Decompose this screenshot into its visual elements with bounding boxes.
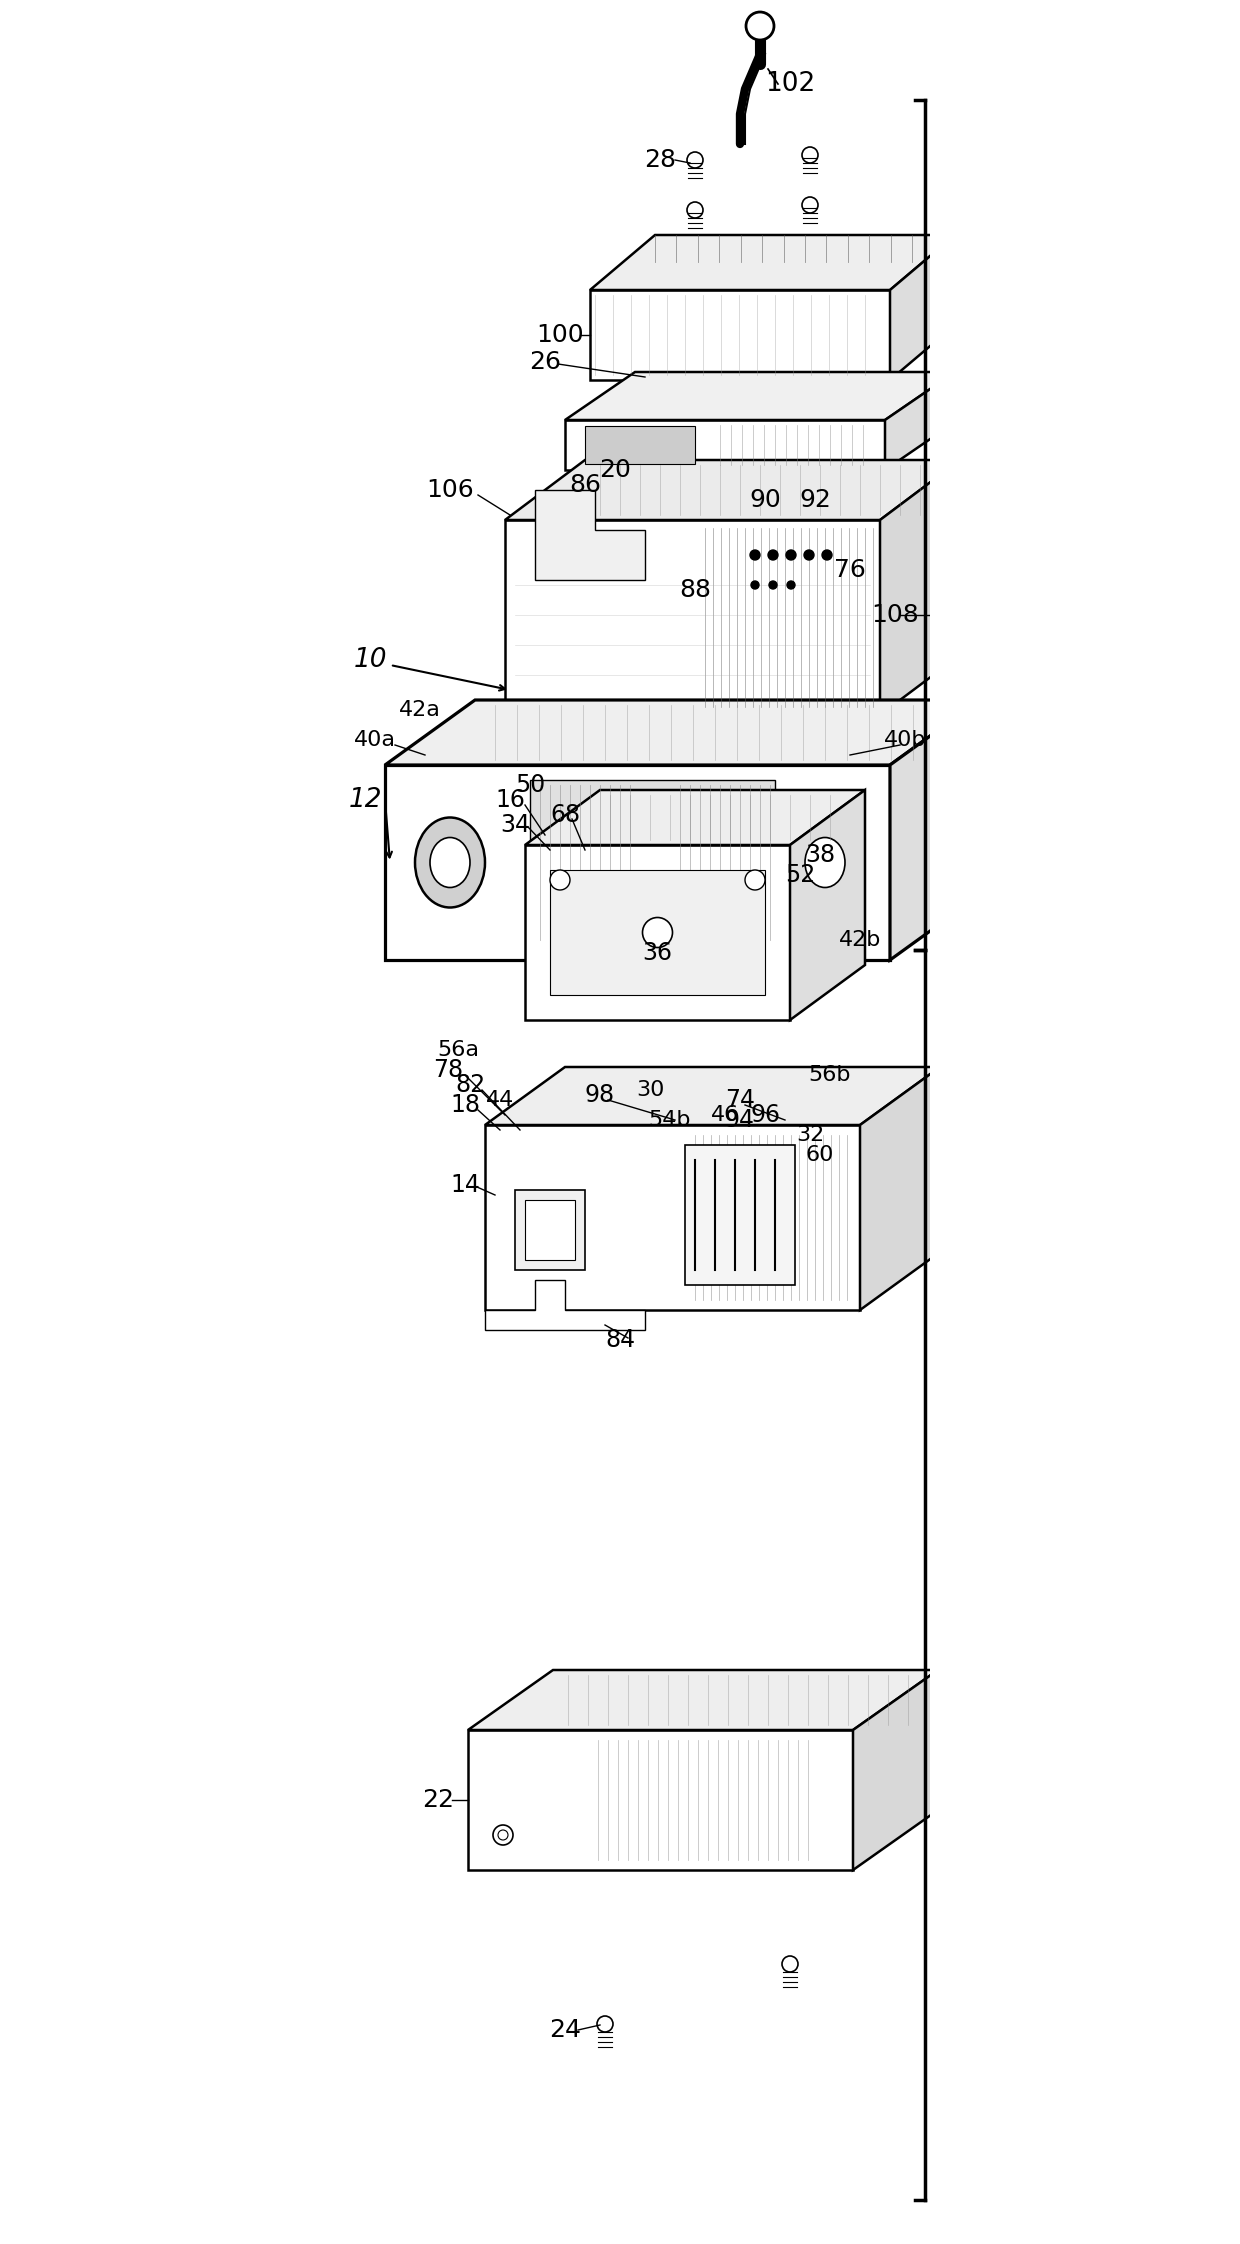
Circle shape xyxy=(804,550,813,561)
Polygon shape xyxy=(885,373,955,469)
Text: 74: 74 xyxy=(725,1088,755,1113)
Circle shape xyxy=(551,871,570,891)
Text: 36: 36 xyxy=(642,940,672,965)
Text: 90: 90 xyxy=(749,487,781,512)
Text: 54b: 54b xyxy=(649,1111,691,1131)
Text: 92: 92 xyxy=(799,487,831,512)
Text: 22: 22 xyxy=(422,1788,454,1811)
Text: 56a: 56a xyxy=(436,1039,479,1059)
Circle shape xyxy=(642,918,672,947)
Circle shape xyxy=(596,2015,613,2033)
Text: 50: 50 xyxy=(515,772,546,797)
Circle shape xyxy=(750,550,760,561)
Polygon shape xyxy=(861,1066,940,1310)
Circle shape xyxy=(786,550,796,561)
Text: 76: 76 xyxy=(835,559,866,581)
Text: 60: 60 xyxy=(806,1144,835,1165)
Text: 100: 100 xyxy=(536,323,584,348)
Text: 20: 20 xyxy=(599,458,631,482)
Text: 40b: 40b xyxy=(884,729,926,749)
Polygon shape xyxy=(565,420,885,469)
Text: 10: 10 xyxy=(353,646,387,673)
Ellipse shape xyxy=(805,837,844,886)
Ellipse shape xyxy=(430,837,470,886)
Polygon shape xyxy=(515,1189,585,1270)
Polygon shape xyxy=(534,489,645,579)
Polygon shape xyxy=(525,846,790,1021)
Text: 14: 14 xyxy=(450,1174,480,1196)
Polygon shape xyxy=(505,460,960,521)
Circle shape xyxy=(802,148,818,164)
Text: 46: 46 xyxy=(711,1104,739,1124)
Text: 44: 44 xyxy=(486,1091,515,1111)
Circle shape xyxy=(751,581,759,588)
Text: 96: 96 xyxy=(750,1104,780,1126)
Polygon shape xyxy=(384,765,890,960)
Text: 16: 16 xyxy=(495,788,525,812)
Polygon shape xyxy=(485,1066,940,1124)
Polygon shape xyxy=(853,1670,937,1869)
Text: 34: 34 xyxy=(500,812,529,837)
Polygon shape xyxy=(585,426,694,465)
Text: 24: 24 xyxy=(549,2017,582,2042)
Polygon shape xyxy=(529,781,775,945)
Text: 84: 84 xyxy=(605,1328,635,1351)
Text: 94: 94 xyxy=(725,1109,755,1131)
Text: 30: 30 xyxy=(636,1079,665,1100)
Text: 26: 26 xyxy=(529,350,560,375)
Text: 40a: 40a xyxy=(353,729,396,749)
Polygon shape xyxy=(945,565,999,644)
Text: 102: 102 xyxy=(765,72,815,96)
Polygon shape xyxy=(790,790,866,1021)
Text: 42b: 42b xyxy=(838,929,882,949)
Polygon shape xyxy=(565,373,955,420)
Circle shape xyxy=(687,153,703,168)
Circle shape xyxy=(687,202,703,218)
Polygon shape xyxy=(485,1279,645,1331)
Circle shape xyxy=(494,1824,513,1845)
Circle shape xyxy=(802,197,818,213)
Polygon shape xyxy=(525,1201,575,1259)
Text: 106: 106 xyxy=(427,478,474,503)
Circle shape xyxy=(746,11,774,40)
Text: 86: 86 xyxy=(569,473,601,496)
Text: 98: 98 xyxy=(585,1084,615,1106)
Text: 28: 28 xyxy=(644,148,676,173)
Circle shape xyxy=(782,1957,799,1972)
Text: 18: 18 xyxy=(450,1093,480,1118)
Circle shape xyxy=(768,550,777,561)
Text: 68: 68 xyxy=(549,803,580,828)
Polygon shape xyxy=(590,236,955,289)
Polygon shape xyxy=(880,460,960,716)
Text: 42a: 42a xyxy=(399,700,441,720)
Text: 52: 52 xyxy=(785,864,815,886)
Polygon shape xyxy=(590,289,890,379)
Polygon shape xyxy=(684,1144,795,1286)
Text: 38: 38 xyxy=(805,844,835,866)
Polygon shape xyxy=(551,871,765,994)
Circle shape xyxy=(498,1831,508,1840)
Ellipse shape xyxy=(415,817,485,907)
Polygon shape xyxy=(467,1670,937,1730)
Ellipse shape xyxy=(790,817,861,907)
Polygon shape xyxy=(505,521,880,716)
Text: 32: 32 xyxy=(796,1124,825,1144)
Polygon shape xyxy=(384,700,980,765)
Polygon shape xyxy=(467,1730,853,1869)
Text: 12: 12 xyxy=(348,788,382,812)
Text: 88: 88 xyxy=(680,579,711,601)
Text: 78: 78 xyxy=(433,1057,463,1082)
Polygon shape xyxy=(485,1124,861,1310)
Text: 82: 82 xyxy=(455,1073,485,1097)
Circle shape xyxy=(787,581,795,588)
Circle shape xyxy=(745,871,765,891)
Polygon shape xyxy=(525,790,866,846)
Circle shape xyxy=(822,550,832,561)
Circle shape xyxy=(769,581,777,588)
Text: 108: 108 xyxy=(872,604,919,626)
Polygon shape xyxy=(890,700,980,960)
Polygon shape xyxy=(890,236,955,379)
Text: 56b: 56b xyxy=(808,1066,851,1086)
